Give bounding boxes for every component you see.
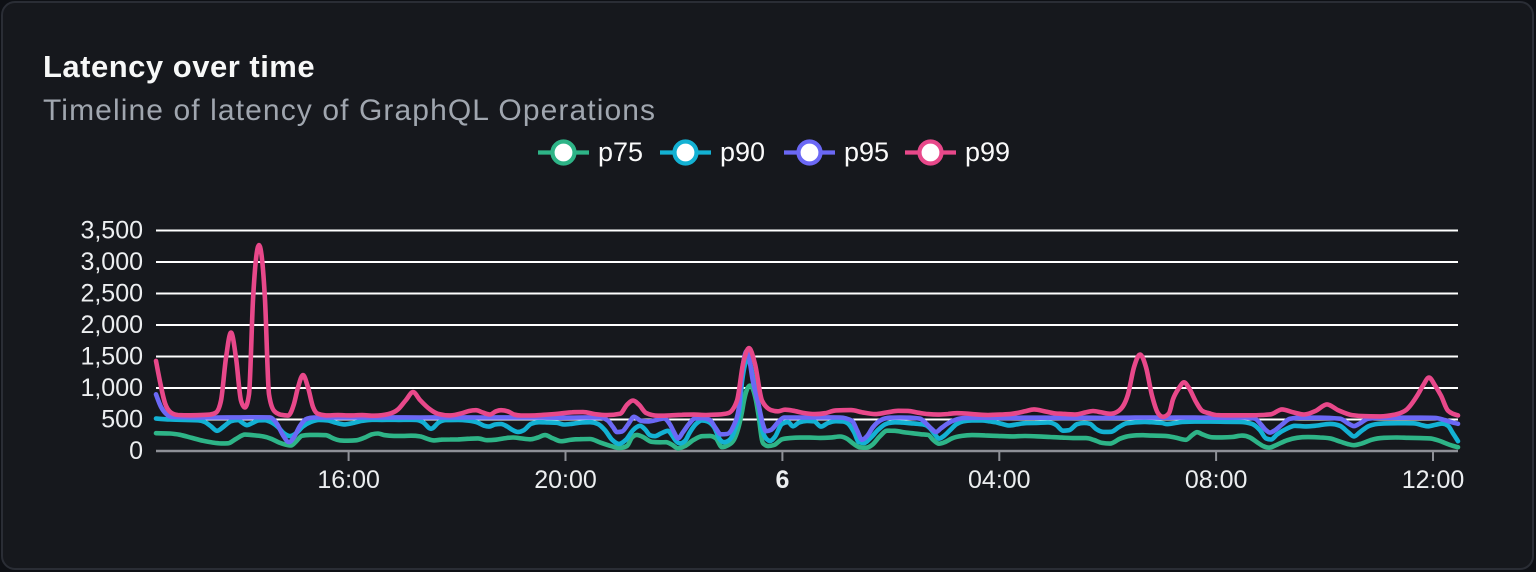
svg-text:p75: p75 bbox=[598, 137, 643, 167]
svg-text:p99: p99 bbox=[965, 137, 1010, 167]
svg-text:16:00: 16:00 bbox=[317, 466, 380, 494]
svg-text:12:00: 12:00 bbox=[1402, 466, 1465, 494]
svg-text:1,000: 1,000 bbox=[80, 374, 143, 402]
svg-text:04:00: 04:00 bbox=[968, 466, 1031, 494]
svg-text:3,000: 3,000 bbox=[80, 248, 143, 276]
svg-text:2,500: 2,500 bbox=[80, 280, 143, 308]
svg-text:0: 0 bbox=[129, 437, 143, 465]
svg-text:3,500: 3,500 bbox=[80, 217, 143, 245]
svg-text:20:00: 20:00 bbox=[534, 466, 597, 494]
svg-text:p95: p95 bbox=[844, 137, 889, 167]
svg-text:6: 6 bbox=[775, 466, 789, 494]
svg-text:1,500: 1,500 bbox=[80, 343, 143, 371]
svg-text:2,000: 2,000 bbox=[80, 311, 143, 339]
svg-text:08:00: 08:00 bbox=[1185, 466, 1248, 494]
svg-text:500: 500 bbox=[101, 406, 143, 434]
svg-text:p90: p90 bbox=[720, 137, 765, 167]
